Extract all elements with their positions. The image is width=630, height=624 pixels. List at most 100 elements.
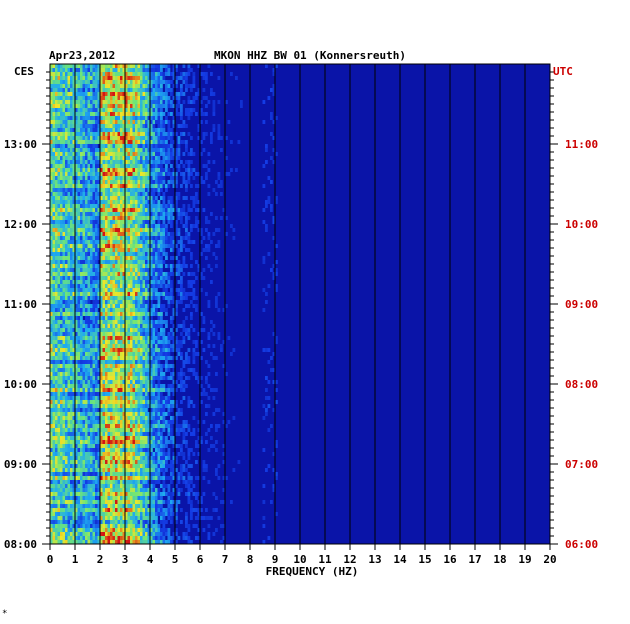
- spectrogram-cell: [90, 152, 93, 156]
- spectrogram-cell: [95, 92, 98, 96]
- spectrogram-cell: [117, 112, 121, 116]
- spectrogram-cell: [105, 176, 108, 180]
- spectrogram-cell: [62, 400, 66, 404]
- spectrogram-cell: [152, 400, 156, 404]
- spectrogram-cell: [75, 316, 78, 320]
- spectrogram-cell: [75, 336, 78, 340]
- spectrogram-cell: [117, 160, 121, 164]
- spectrogram-cell: [147, 172, 151, 176]
- spectrogram-cell: [67, 380, 71, 384]
- spectrogram-cell: [80, 296, 83, 300]
- spectrogram-cell: [130, 292, 133, 296]
- spectrogram-cell: [100, 140, 103, 144]
- spectrogram-cell: [182, 100, 186, 104]
- spectrogram-cell: [110, 316, 113, 320]
- spectrogram-cell: [92, 148, 96, 152]
- spectrogram-cell: [52, 228, 56, 232]
- spectrogram-cell: [75, 124, 78, 128]
- spectrogram-cell: [190, 300, 193, 304]
- spectrogram-cell: [97, 224, 101, 228]
- spectrogram-cell: [57, 236, 61, 240]
- spectrogram-cell: [102, 368, 106, 372]
- spectrogram-cell: [162, 236, 166, 240]
- spectrogram-cell: [157, 316, 161, 320]
- spectrogram-cell: [187, 376, 191, 380]
- spectrogram-cell: [150, 212, 153, 216]
- spectrogram-cell: [87, 212, 91, 216]
- spectrogram-cell: [125, 368, 128, 372]
- spectrogram-cell: [117, 284, 121, 288]
- spectrogram-cell: [57, 312, 61, 316]
- spectrogram-cell: [110, 416, 113, 420]
- spectrogram-cell: [67, 80, 71, 84]
- spectrogram-cell: [85, 220, 88, 224]
- spectrogram-cell: [112, 384, 116, 388]
- spectrogram-cell: [185, 384, 188, 388]
- spectrogram-cell: [50, 280, 53, 284]
- spectrogram-cell: [117, 324, 121, 328]
- spectrogram-cell: [142, 324, 146, 328]
- spectrogram-cell: [195, 296, 198, 300]
- spectrogram-cell: [180, 104, 183, 108]
- spectrogram-cell: [187, 68, 191, 72]
- spectrogram-cell: [157, 180, 161, 184]
- spectrogram-cell: [92, 212, 96, 216]
- spectrogram-cell: [127, 184, 131, 188]
- spectrogram-cell: [190, 228, 193, 232]
- spectrogram-cell: [55, 408, 58, 412]
- spectrogram-cell: [60, 112, 63, 116]
- spectrogram-cell: [177, 340, 181, 344]
- spectrogram-cell: [197, 64, 201, 68]
- spectrogram-cell: [57, 152, 61, 156]
- spectrogram-cell: [197, 92, 201, 96]
- spectrogram-cell: [167, 68, 171, 72]
- spectrogram-cell: [187, 232, 191, 236]
- spectrogram-cell: [157, 160, 161, 164]
- spectrogram-cell: [130, 172, 133, 176]
- spectrogram-cell: [127, 200, 131, 204]
- spectrogram-cell: [162, 64, 166, 68]
- spectrogram-cell: [97, 168, 101, 172]
- spectrogram-cell: [137, 144, 141, 148]
- spectrogram-cell: [57, 288, 61, 292]
- spectrogram-cell: [70, 92, 73, 96]
- spectrogram-cell: [52, 204, 56, 208]
- spectrogram-cell: [72, 368, 76, 372]
- spectrogram-cell: [120, 176, 123, 180]
- spectrogram-cell: [117, 164, 121, 168]
- spectrogram-cell: [200, 120, 203, 124]
- spectrogram-cell: [127, 408, 131, 412]
- spectrogram-cell: [132, 252, 136, 256]
- spectrogram-cell: [62, 280, 66, 284]
- spectrogram-cell: [80, 72, 83, 76]
- spectrogram-cell: [142, 220, 146, 224]
- spectrogram-cell: [120, 420, 123, 424]
- spectrogram-cell: [140, 304, 143, 308]
- spectrogram-cell: [152, 168, 156, 172]
- spectrogram-cell: [110, 260, 113, 264]
- spectrogram-cell: [132, 220, 136, 224]
- spectrogram-cell: [132, 204, 136, 208]
- spectrogram-cell: [97, 276, 101, 280]
- spectrogram-cell: [222, 364, 226, 368]
- spectrogram-cell: [80, 320, 83, 324]
- spectrogram-cell: [115, 84, 118, 88]
- spectrogram-cell: [152, 200, 156, 204]
- spectrogram-cell: [95, 268, 98, 272]
- spectrogram-cell: [100, 324, 103, 328]
- spectrogram-cell: [90, 388, 93, 392]
- spectrogram-cell: [175, 224, 178, 228]
- spectrogram-cell: [120, 384, 123, 388]
- spectrogram-cell: [185, 296, 188, 300]
- spectrogram-cell: [132, 72, 136, 76]
- spectrogram-cell: [85, 384, 88, 388]
- spectrogram-cell: [100, 208, 103, 212]
- spectrogram-cell: [110, 164, 113, 168]
- spectrogram-cell: [52, 100, 56, 104]
- spectrogram-cell: [65, 100, 68, 104]
- spectrogram-cell: [62, 224, 66, 228]
- spectrogram-cell: [97, 240, 101, 244]
- spectrogram-cell: [57, 308, 61, 312]
- spectrogram-cell: [135, 136, 138, 140]
- spectrogram-cell: [107, 244, 111, 248]
